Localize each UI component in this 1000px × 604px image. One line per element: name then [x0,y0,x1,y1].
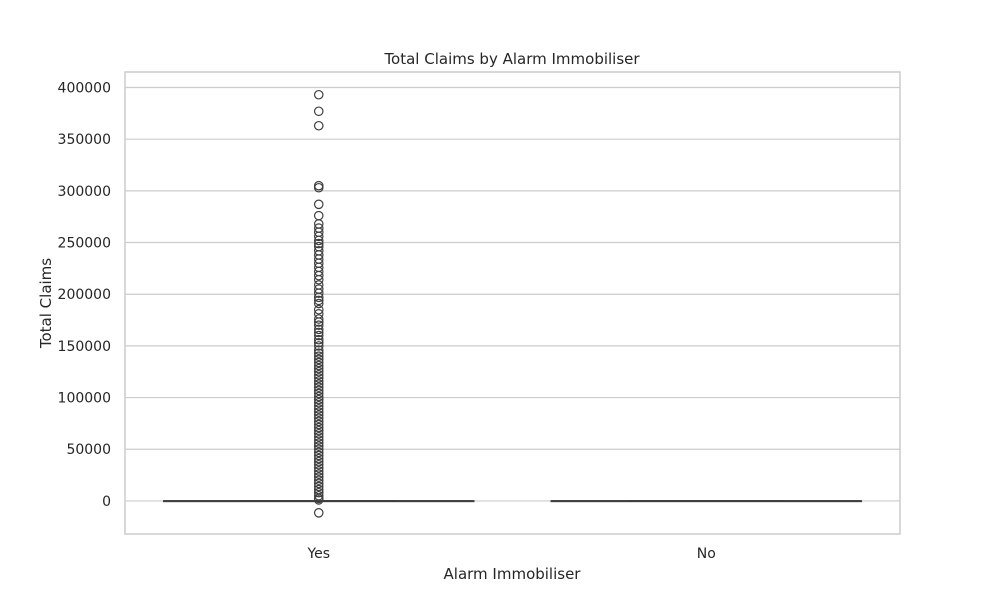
boxes [163,500,862,503]
outlier-point [313,320,324,331]
outlier-point [313,304,324,315]
grid-lines [125,86,900,502]
outlier-point [313,413,324,424]
outlier-point [313,379,324,389]
outlier-point [313,416,324,427]
outlier-point [313,487,324,498]
outlier-point [313,481,324,492]
y-tick-label: 200000 [58,287,111,303]
outlier-point [313,463,324,473]
outlier-point [313,466,324,476]
outlier-point [313,309,324,319]
outlier-point [313,453,324,464]
outlier-point [313,401,324,411]
outlier-point [313,438,324,448]
outlier-point [313,394,324,405]
outlier-point [313,341,324,351]
outlier-point [313,360,324,371]
outlier-point [313,422,324,433]
outlier-point [313,459,324,470]
chart-title: Total Claims by Alarm Immobiliser [383,50,640,68]
outlier-point [313,382,324,393]
outlier-point [313,450,324,461]
outlier-point [313,284,324,294]
outlier-point [313,425,324,436]
y-tick-label: 350000 [58,132,111,148]
outlier-point [313,223,324,233]
plot-frame [124,71,901,535]
box-no [550,500,862,503]
outlier-point [313,199,324,210]
outlier-point [313,295,324,306]
outlier-point [313,472,324,482]
outlier-point [313,238,324,249]
y-axis-title: Total Claims [37,258,55,349]
outlier-point [313,373,324,383]
y-tick-label: 50000 [66,442,111,458]
outlier-point [313,370,324,380]
outlier-point [313,391,324,402]
outlier-point [313,106,324,117]
outlier-point [313,407,324,417]
y-tick-label: 400000 [58,81,111,97]
outlier-point [313,490,324,501]
outlier-point [313,180,324,191]
outlier-point [313,366,324,377]
outlier-point [313,508,324,518]
x-axis-title: Alarm Immobiliser [444,565,582,583]
outlier-point [313,327,324,338]
outlier-point [313,345,324,355]
outlier-point [313,354,324,365]
outlier-point [313,447,324,458]
outlier-point [313,324,324,335]
outlier-point [313,348,324,358]
outlier-point [313,246,324,256]
y-tick-label: 0 [102,494,111,510]
outlier-point [313,314,324,324]
outlier-point [313,444,324,455]
x-tick-label: Yes [306,546,330,562]
outlier-point [313,210,324,221]
outlier-point [313,388,324,399]
outliers [313,89,324,518]
outlier-point [313,330,324,341]
outlier-point [313,89,324,100]
outlier-point [313,435,324,445]
box-yes [163,500,475,503]
outlier-point [313,432,324,442]
outlier-point [313,241,324,252]
outlier-point [313,298,324,309]
outlier-point [313,404,324,414]
outlier-point [313,334,324,345]
x-tick-label: No [697,546,716,562]
y-tick-labels: 0 50000 100000 150000 200000 250000 300000 3500… [58,81,111,510]
outlier-point [313,357,324,368]
y-tick-label: 300000 [58,184,111,200]
y-tick-label: 250000 [58,236,111,252]
x-tick-labels: Yes No [306,546,715,562]
outlier-point [313,428,324,439]
outlier-point [313,385,324,396]
outlier-point [313,363,324,374]
outlier-point [313,478,324,489]
y-tick-label: 150000 [58,339,111,355]
outlier-point [313,337,324,348]
outlier-point [313,475,324,486]
outlier-point [313,351,324,362]
outlier-point [313,397,324,408]
outlier-point [313,410,324,420]
outlier-point [313,441,324,451]
y-tick-label: 100000 [58,391,111,407]
outlier-point [313,419,324,430]
outlier-point [313,280,324,290]
outlier-point [313,469,324,479]
outlier-point [313,120,324,131]
outlier-point [313,376,324,386]
outlier-point [313,484,324,495]
outlier-point [313,456,324,467]
